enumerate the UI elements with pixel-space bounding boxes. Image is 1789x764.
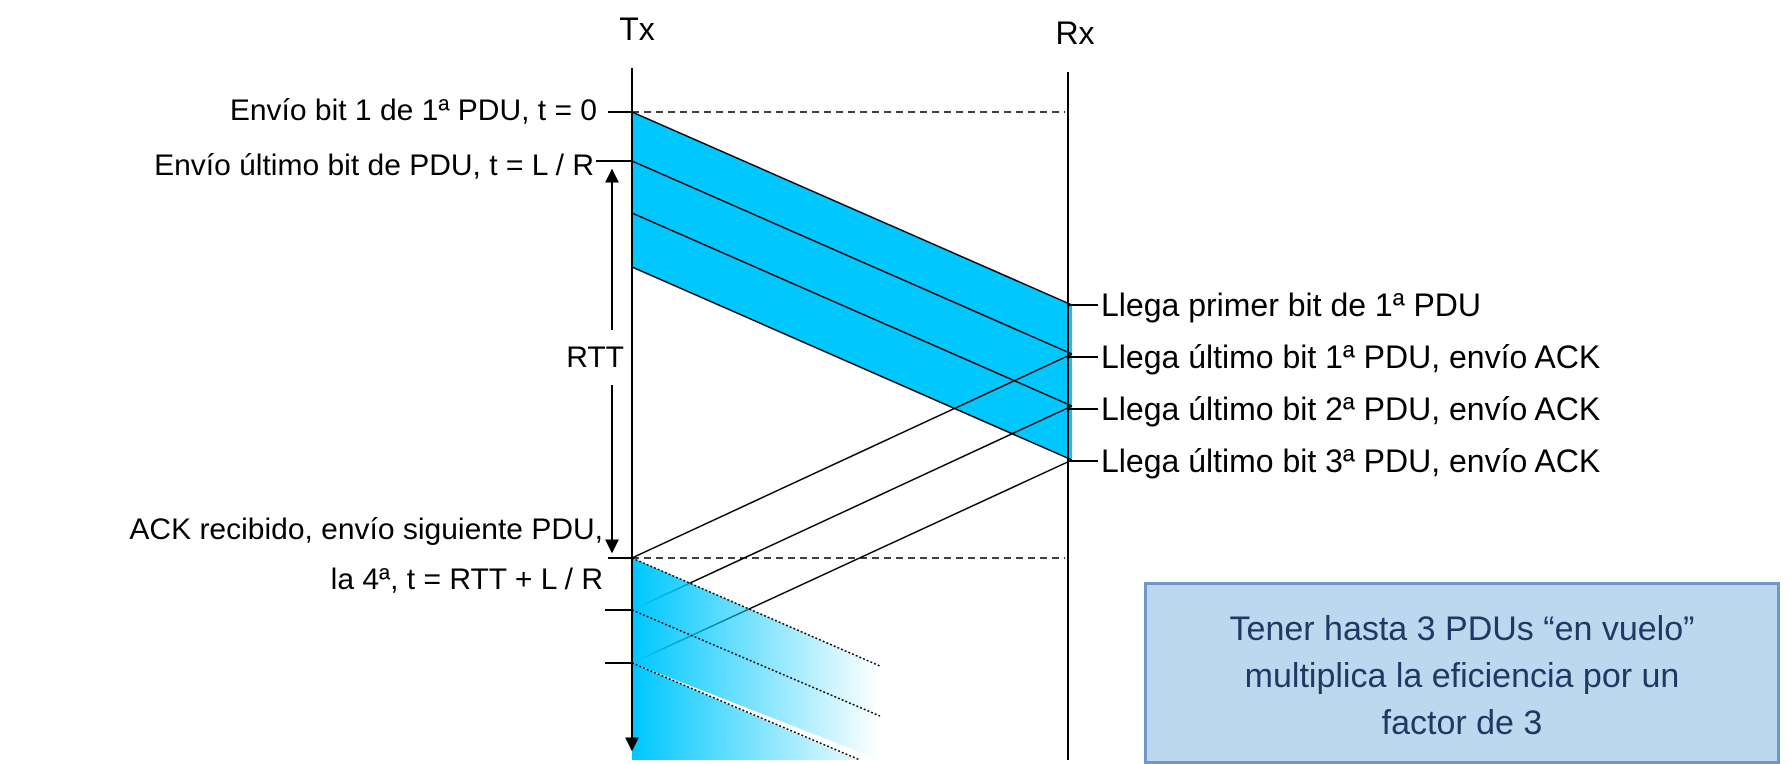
pdu-2-trailing-edge	[631, 212, 1073, 407]
pdu-4-leading-edge	[631, 557, 881, 667]
pdu-3-band	[632, 213, 1072, 460]
label-arrive-pdu3: Llega último bit 3ª PDU, envío ACK	[1101, 443, 1600, 479]
pdu-6-band	[632, 663, 880, 760]
ack-2-line	[631, 405, 1073, 611]
pdu-5-trailing-edge	[631, 662, 861, 760]
rx-label: Rx	[1055, 15, 1094, 51]
pdu-5-band	[632, 610, 880, 760]
note-text: Tener hasta 3 PDUs “en vuelo” multiplica…	[1229, 609, 1695, 742]
pdu-1-trailing-edge	[631, 160, 1073, 355]
pdu-1-leading-edge	[631, 111, 1073, 306]
label-arrive-pdu1: Llega último bit 1ª PDU, envío ACK	[1101, 339, 1600, 375]
tx-label: Tx	[619, 11, 655, 47]
label-rtt: RTT	[566, 341, 624, 374]
pdu-2-band	[632, 161, 1072, 406]
ack-1-line	[631, 353, 1073, 559]
pdu-4-band	[632, 558, 880, 716]
pdu-1-band	[632, 112, 1072, 354]
label-arrive-first-bit: Llega primer bit de 1ª PDU	[1101, 287, 1481, 323]
label-ack-received-line2: la 4ª, t = RTT + L / R	[331, 563, 603, 596]
label-last-bit: Envío último bit de PDU, t = L / R	[154, 149, 594, 182]
note-box: Tener hasta 3 PDUs “en vuelo” multiplica…	[1144, 582, 1780, 764]
label-ack-received-line1: ACK recibido, envío siguiente PDU,	[129, 513, 603, 546]
label-first-bit: Envío bit 1 de 1ª PDU, t = 0	[230, 94, 597, 127]
pdu-4-trailing-edge	[631, 609, 881, 717]
pdu-3-trailing-edge	[631, 266, 1073, 461]
label-arrive-pdu2: Llega último bit 2ª PDU, envío ACK	[1101, 391, 1600, 427]
